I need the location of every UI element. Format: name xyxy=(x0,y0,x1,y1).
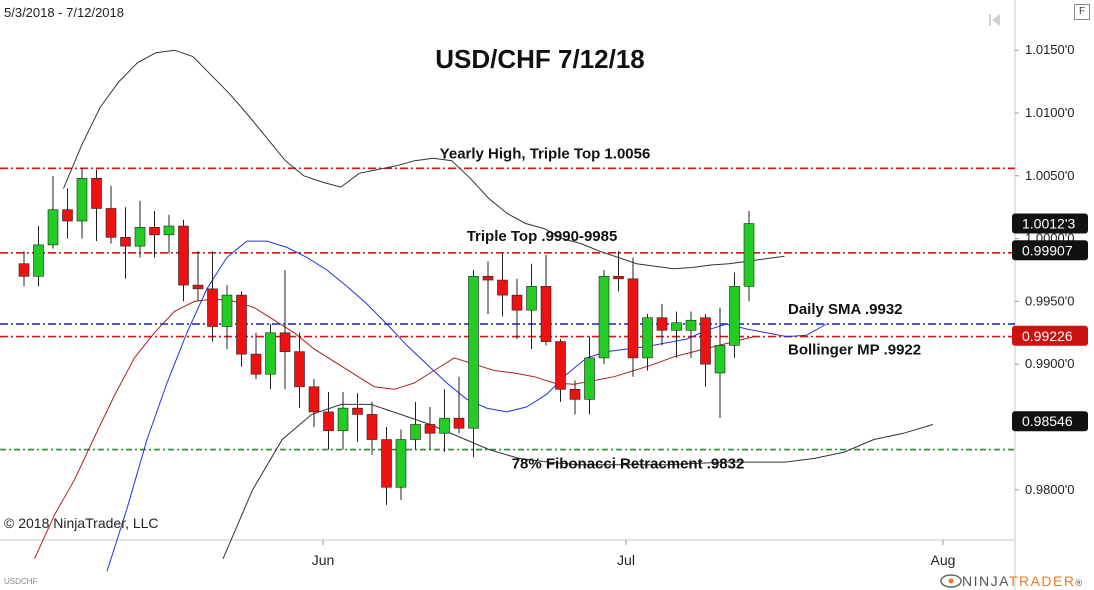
candle-body xyxy=(714,345,726,374)
candle-body xyxy=(178,225,189,286)
price-label-text: 0.99907 xyxy=(1022,242,1073,258)
bollinger-upper-line xyxy=(63,49,785,270)
candle-body xyxy=(91,178,102,209)
symbol-tag: USDCHF xyxy=(4,577,38,586)
hline-label-4: 78% Fibonacci Retracment .9832 xyxy=(512,456,745,473)
candle-body xyxy=(439,417,450,434)
hline-label-2: Daily SMA .9932 xyxy=(788,301,903,318)
candle-body xyxy=(555,341,566,390)
candle-body xyxy=(265,332,276,375)
candle-body xyxy=(18,263,30,277)
candle-body xyxy=(511,294,523,311)
price-label-box xyxy=(1012,240,1088,261)
indicator-lines xyxy=(34,49,934,572)
price-label-text: 1.0012'3 xyxy=(1022,216,1075,232)
candle-body xyxy=(685,319,697,331)
candle-body xyxy=(729,286,740,346)
hline-label-1: Triple Top .9990-9985 xyxy=(467,228,618,245)
date-range: 5/3/2018 - 7/12/2018 xyxy=(4,5,124,20)
candle-body xyxy=(569,389,581,400)
candle-body xyxy=(221,294,233,327)
hline-label-0: Yearly High, Triple Top 1.0056 xyxy=(440,145,651,162)
copyright: © 2018 NinjaTrader, LLC xyxy=(4,515,159,531)
ninjatrader-logo: NINJATRADER® xyxy=(940,572,1084,590)
candle-body xyxy=(526,286,537,311)
candle-body xyxy=(671,322,682,331)
x-tick-label: Jun xyxy=(312,552,335,568)
candle-body xyxy=(381,439,392,488)
skip-back-icon[interactable] xyxy=(988,12,1002,28)
candle-body xyxy=(149,227,160,236)
candle-body xyxy=(120,237,131,247)
y-tick-label: 1.0150'0 xyxy=(1025,42,1074,57)
price-label-text: 0.98546 xyxy=(1022,413,1073,429)
logo-registered: ® xyxy=(1075,578,1084,588)
candle-body xyxy=(497,279,508,296)
candle-body xyxy=(279,332,291,352)
candle-body xyxy=(207,288,218,327)
candle-body xyxy=(33,244,44,277)
candle-body xyxy=(540,286,552,342)
candle-body xyxy=(482,275,494,281)
logo-mark-icon xyxy=(940,574,962,588)
candle-body xyxy=(323,411,334,432)
candle-body xyxy=(613,275,624,280)
candle-body xyxy=(627,278,639,359)
candle-body xyxy=(468,275,479,429)
candle-body xyxy=(76,178,88,222)
candle-body xyxy=(294,351,305,388)
bollinger-mid-line xyxy=(34,298,755,560)
candle-body xyxy=(410,424,421,440)
y-tick-label: 1.0050'0 xyxy=(1025,168,1074,183)
x-tick-label: Jul xyxy=(617,552,635,568)
logo-text: NINJATRADER® xyxy=(962,573,1084,589)
candle-body xyxy=(743,223,755,287)
y-tick-label: 0.9800'0 xyxy=(1025,482,1074,497)
candles xyxy=(18,168,755,505)
logo-suffix: TRADER xyxy=(1008,573,1076,589)
candle-body xyxy=(453,417,465,429)
hline-label-3: Bollinger MP .9922 xyxy=(788,342,921,359)
x-axis-ticks: Jun Jul Aug xyxy=(312,540,956,568)
candle-body xyxy=(192,284,204,290)
logo-prefix: NINJA xyxy=(962,573,1009,589)
horizontal-lines xyxy=(0,167,1015,451)
candle-body xyxy=(584,357,595,400)
line-labels: Yearly High, Triple Top 1.0056 Triple Top… xyxy=(440,145,921,472)
candle-body xyxy=(163,225,175,236)
price-labels: 1.0012'3 0.99907 0.99226 0.98546 xyxy=(1012,213,1088,432)
candle-body xyxy=(395,439,407,488)
bollinger-lower-line xyxy=(222,403,934,559)
f-button[interactable]: F xyxy=(1074,4,1090,20)
candle-body xyxy=(424,424,436,434)
chart-title: USD/CHF 7/12/18 xyxy=(435,44,645,74)
y-tick-label: 1.0100'0 xyxy=(1025,105,1074,120)
y-tick-label: 0.9900'0 xyxy=(1025,356,1074,371)
candle-body xyxy=(250,353,262,375)
candle-body xyxy=(352,407,363,415)
candle-body xyxy=(337,407,349,432)
candle-body xyxy=(700,317,711,365)
x-tick-label: Aug xyxy=(931,552,956,568)
candle-body xyxy=(62,209,73,222)
y-tick-label: 0.9950'0 xyxy=(1025,293,1074,308)
candle-body xyxy=(656,317,668,331)
candle-body xyxy=(598,275,610,359)
price-label-box xyxy=(1012,213,1088,234)
candle-body xyxy=(366,414,378,440)
candle-body xyxy=(642,317,653,359)
price-label-box xyxy=(1012,325,1088,346)
candle-body xyxy=(308,386,320,413)
candle-body xyxy=(134,227,146,247)
candle-body xyxy=(47,209,59,246)
price-label-box xyxy=(1012,411,1088,432)
price-label-text: 0.99226 xyxy=(1022,328,1073,344)
candle-body xyxy=(236,294,247,355)
candle-body xyxy=(105,208,117,238)
